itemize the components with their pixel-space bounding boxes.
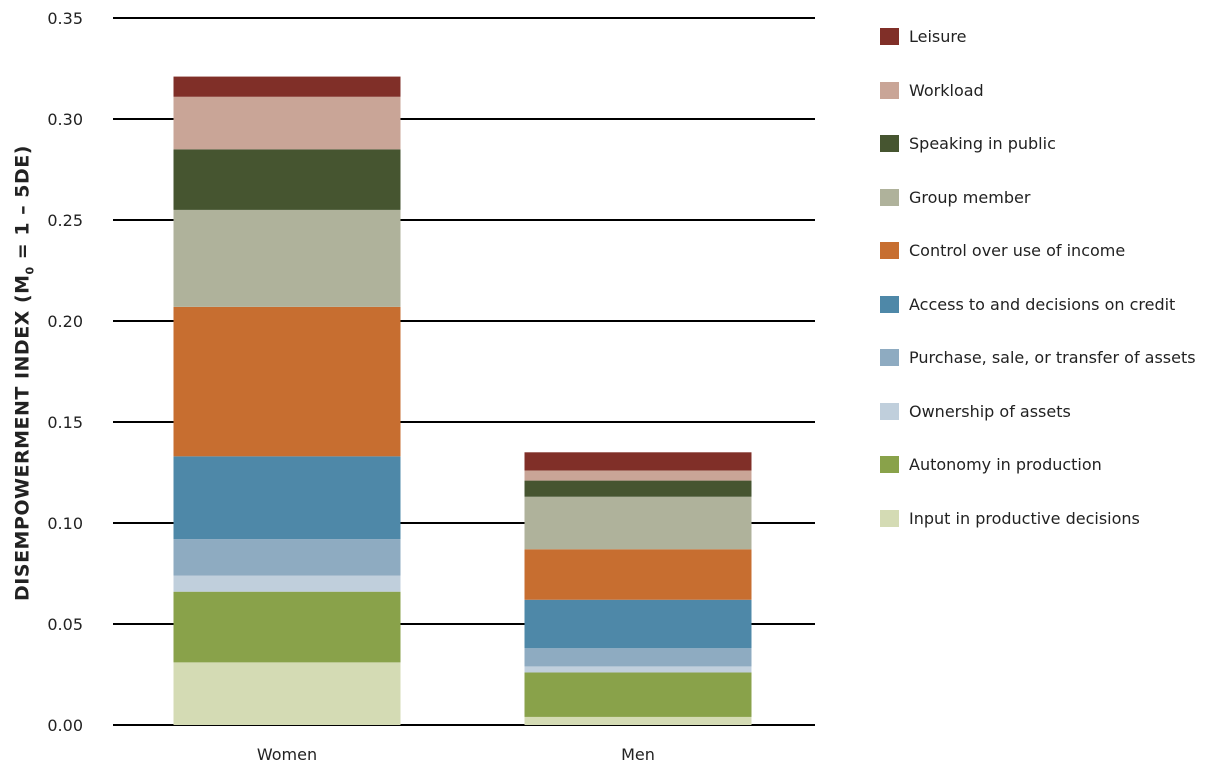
bar-segment — [173, 306, 401, 457]
bar-segment — [173, 591, 401, 663]
bar-segment — [173, 456, 401, 540]
legend-label: Leisure — [909, 27, 967, 47]
y-axis-label-tail: = 1 – 5DE) — [11, 145, 34, 267]
y-tick-label: 0.25 — [47, 211, 83, 230]
legend-label: Speaking in public — [909, 134, 1056, 154]
bar-segment — [524, 470, 752, 481]
legend-label: Access to and decisions on credit — [909, 294, 1176, 314]
legend-item: Leisure — [880, 10, 1210, 64]
bars — [173, 76, 752, 725]
legend-item: Workload — [880, 64, 1210, 118]
x-tick-label: Women — [257, 745, 317, 764]
legend-item: Input in productive decisions — [880, 492, 1210, 546]
legend-swatch — [880, 188, 899, 206]
bar-segment — [173, 76, 401, 97]
bar-segment — [524, 672, 752, 717]
legend-item: Group member — [880, 171, 1210, 225]
legend-item: Purchase, sale, or transfer of assets — [880, 331, 1210, 385]
legend-label: Purchase, sale, or transfer of assets — [909, 348, 1196, 368]
stacked-bar-chart: 0.00 0.05 0.10 0.15 0.20 0.25 0.30 0.35 Women Me… — [47, 9, 815, 764]
y-tick-label: 0.30 — [47, 110, 83, 129]
legend-label: Group member — [909, 187, 1031, 207]
bar-segment — [524, 599, 752, 649]
y-tick-label: 0.00 — [47, 716, 83, 735]
legend-swatch — [880, 242, 899, 260]
legend-swatch — [880, 295, 899, 313]
y-tick-label: 0.35 — [47, 9, 83, 28]
legend-label: Workload — [909, 80, 984, 100]
y-tick-label: 0.20 — [47, 312, 83, 331]
y-axis-label-main: DISEMPOWERMENT INDEX (M — [11, 274, 34, 601]
y-axis-label-subscript: 0 — [23, 266, 37, 275]
legend: Leisure Workload Speaking in public Group m… — [880, 10, 1210, 545]
legend-label: Input in productive decisions — [909, 508, 1140, 528]
bar-segment — [173, 575, 401, 592]
x-tick-labels: Women Men — [257, 745, 655, 764]
y-tick-label: 0.15 — [47, 413, 83, 432]
legend-item: Autonomy in production — [880, 438, 1210, 492]
bar-segment — [173, 662, 401, 725]
y-tick-labels: 0.00 0.05 0.10 0.15 0.20 0.25 0.30 0.35 — [47, 9, 83, 735]
legend-swatch — [880, 509, 899, 527]
legend-swatch — [880, 135, 899, 153]
bar-segment — [173, 149, 401, 210]
legend-swatch — [880, 456, 899, 474]
bar-segment — [524, 666, 752, 673]
legend-label: Ownership of assets — [909, 401, 1071, 421]
legend-swatch — [880, 81, 899, 99]
bar-segment — [524, 716, 752, 725]
legend-swatch — [880, 349, 899, 367]
y-tick-label: 0.05 — [47, 615, 83, 634]
legend-item: Ownership of assets — [880, 385, 1210, 439]
bar-segment — [524, 452, 752, 471]
bar-segment — [524, 480, 752, 497]
bar-segment — [524, 549, 752, 600]
legend-swatch — [880, 28, 899, 46]
legend-label: Control over use of income — [909, 241, 1126, 261]
bar-segment — [524, 648, 752, 667]
bar-segment — [173, 96, 401, 150]
legend-item: Speaking in public — [880, 117, 1210, 171]
bar-segment — [524, 496, 752, 550]
legend-swatch — [880, 402, 899, 420]
legend-label: Autonomy in production — [909, 455, 1102, 475]
bar-segment — [173, 539, 401, 576]
y-tick-label: 0.10 — [47, 514, 83, 533]
x-tick-label: Men — [621, 745, 655, 764]
legend-item: Control over use of income — [880, 224, 1210, 278]
bar-segment — [173, 209, 401, 307]
legend-item: Access to and decisions on credit — [880, 278, 1210, 332]
